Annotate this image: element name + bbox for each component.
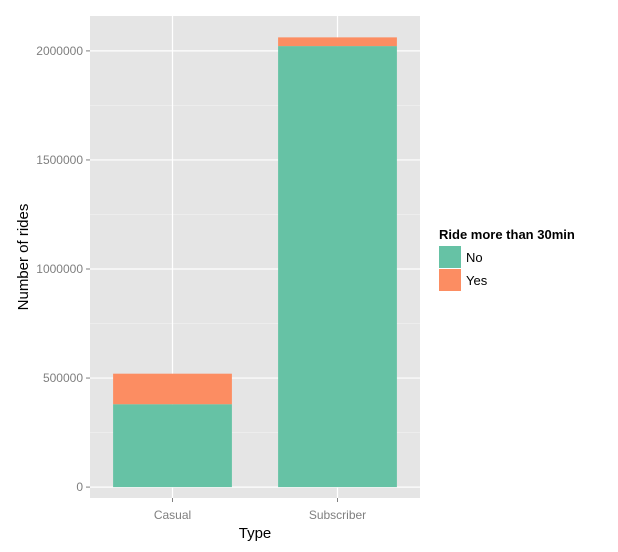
legend-key-yes: [439, 269, 461, 291]
bar-casual-no: [113, 404, 232, 488]
y-axis-ticks: 0 500000 1000000 1500000 2000000: [36, 44, 90, 494]
legend-label-yes: Yes: [466, 273, 488, 288]
legend-key-no: [439, 246, 461, 268]
legend-label-no: No: [466, 250, 483, 265]
x-axis-ticks: Casual Subscriber: [154, 498, 366, 522]
bars: [113, 37, 397, 488]
y-tick-label: 2000000: [36, 44, 83, 58]
y-tick-label: 500000: [43, 371, 83, 385]
y-tick-label: 1500000: [36, 153, 83, 167]
legend-title: Ride more than 30min: [439, 227, 575, 242]
bar-casual-yes: [113, 373, 232, 405]
bar-subscriber-yes: [278, 37, 397, 47]
legend: Ride more than 30min No Yes: [439, 227, 575, 291]
x-tick-label: Subscriber: [309, 508, 366, 522]
y-axis-title: Number of rides: [15, 204, 32, 311]
x-tick-label: Casual: [154, 508, 191, 522]
y-tick-label: 1000000: [36, 262, 83, 276]
bar-subscriber-no: [278, 46, 397, 488]
x-axis-title: Type: [239, 525, 272, 542]
y-tick-label: 0: [76, 480, 83, 494]
